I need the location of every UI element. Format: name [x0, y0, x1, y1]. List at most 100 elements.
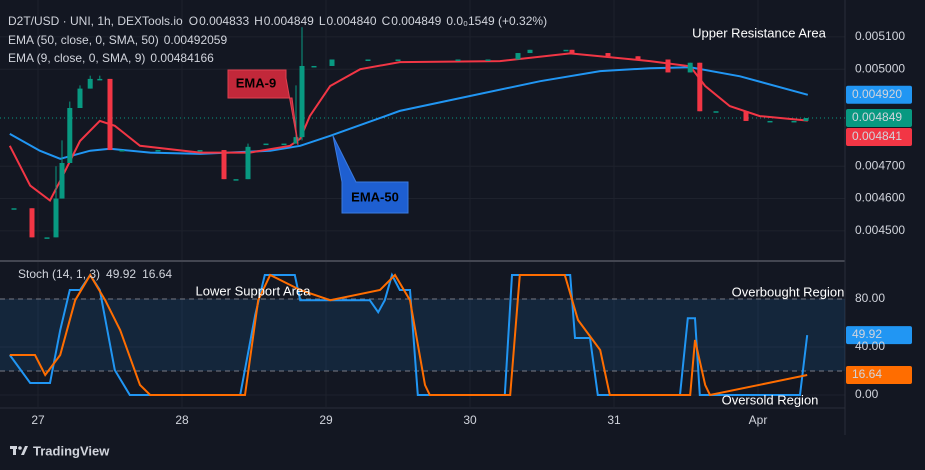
x-tick-label: 29: [319, 413, 333, 427]
candle-body: [635, 56, 641, 60]
candle-body: [44, 237, 50, 239]
axis-value-label: 0.004841: [852, 129, 902, 143]
y-tick-label: 0.005100: [855, 29, 905, 43]
axis-value-label: 0.004920: [852, 87, 902, 101]
legend-text: 0.00492059: [164, 33, 228, 47]
legend-text: EMA (50, close, 0, SMA, 50): [8, 33, 159, 47]
candle-body: [155, 150, 161, 152]
candle-body: [293, 137, 299, 144]
candle-body: [455, 59, 461, 62]
y-tick-label: 0.004700: [855, 158, 905, 172]
candle-body: [767, 120, 773, 123]
axis-value-box: [846, 128, 912, 147]
candle-body: [515, 53, 521, 60]
y-tick-label: 0.00: [855, 387, 879, 401]
legend-text: 0.004840: [327, 14, 377, 28]
candle-body: [569, 49, 575, 54]
legend-text: EMA (9, close, 0, SMA, 9): [8, 51, 145, 65]
band-fill: [0, 298, 845, 371]
axis-value-box: [846, 326, 912, 345]
legend-text: Stoch (14, 1, 3): [18, 267, 100, 281]
legend-text: 0.004833: [199, 14, 249, 28]
candle-body: [53, 198, 59, 238]
candle-body: [743, 111, 749, 121]
x-tick-label: Apr: [749, 413, 768, 427]
candle-body: [67, 108, 73, 163]
candle-body: [263, 143, 269, 146]
annotation: EMA-50: [351, 189, 399, 204]
legend-text: L: [319, 14, 326, 28]
callout-ema50: [332, 135, 409, 214]
candle-body: [11, 208, 17, 210]
candle-body: [233, 179, 239, 181]
indicator-line: [8, 52, 808, 203]
brand-logo: [10, 446, 28, 455]
annotation: Lower Support Area: [196, 283, 312, 298]
axis-value-box: [846, 85, 912, 104]
axis-value-label: 49.92: [852, 327, 882, 341]
x-tick-label: 30: [463, 413, 477, 427]
x-tick-label: 31: [607, 413, 621, 427]
candle-body: [605, 53, 611, 57]
candle-body: [77, 88, 83, 109]
annotation: EMA-9: [236, 75, 276, 90]
axis-value-box: [846, 366, 912, 385]
x-tick-label: 27: [31, 413, 45, 427]
candle-body: [395, 59, 401, 62]
candle-body: [87, 78, 93, 89]
y-tick-label: 0.004500: [855, 223, 905, 237]
axis-value-label: 16.64: [852, 367, 882, 381]
indicator-line: [9, 66, 809, 160]
annotation: Oversold Region: [722, 392, 819, 407]
candle-body: [245, 146, 251, 180]
candle-body: [697, 62, 703, 112]
legend-text: C: [382, 14, 391, 28]
annotation: Upper Resistance Area: [692, 25, 826, 40]
indicator-line: [9, 273, 808, 397]
legend-text: D2T/USD · UNI, 1h, DEXTools.io: [8, 14, 183, 28]
candle-body: [365, 59, 371, 62]
legend-text: 0.004849: [264, 14, 314, 28]
legend-text: 16.64: [142, 267, 172, 281]
candle-body: [107, 78, 113, 151]
candle-body: [527, 49, 533, 54]
legend-text: 0.00484166: [150, 51, 214, 65]
candle-body: [791, 120, 797, 123]
legend-text: 49.92: [106, 267, 136, 281]
candle-body: [665, 59, 671, 73]
legend-text: 0.0₀1549 (+0.32%): [446, 14, 547, 28]
callout-ema9: [227, 69, 299, 146]
axis-value-label: 0.004849: [852, 110, 902, 124]
legend-text: 0.004849: [391, 14, 441, 28]
marks: [0, 27, 845, 397]
axis-value-box: [846, 109, 912, 128]
pane: [0, 27, 845, 239]
legend-text: H: [254, 14, 263, 28]
y-tick-label: 80.00: [855, 291, 885, 305]
candle-body: [563, 49, 569, 52]
candle-body: [687, 62, 693, 73]
candle-body: [119, 150, 125, 152]
candle-body: [197, 150, 203, 152]
y-tick-label: 0.005000: [855, 61, 905, 75]
candle-body: [97, 78, 103, 81]
annotation: Overbought Region: [732, 284, 845, 299]
candle-body: [485, 59, 491, 62]
y-tick-label: 40.00: [855, 339, 885, 353]
x-tick-label: 28: [175, 413, 189, 427]
pane: [0, 272, 845, 397]
candle-body: [299, 65, 305, 138]
legend-text: O: [189, 14, 198, 28]
candle-body: [221, 150, 227, 180]
overlays: 0.004920 0.004849 0.004841 49.92 16.64: [846, 85, 912, 385]
candle-body: [803, 118, 809, 121]
candle-body: [329, 59, 335, 66]
candle-body: [59, 162, 65, 199]
candle-body: [713, 111, 719, 113]
candle-body: [29, 208, 35, 238]
candle-body: [281, 143, 287, 146]
y-tick-label: 0.004600: [855, 191, 905, 205]
candle-body: [311, 65, 317, 68]
brand: TradingView: [33, 443, 110, 458]
